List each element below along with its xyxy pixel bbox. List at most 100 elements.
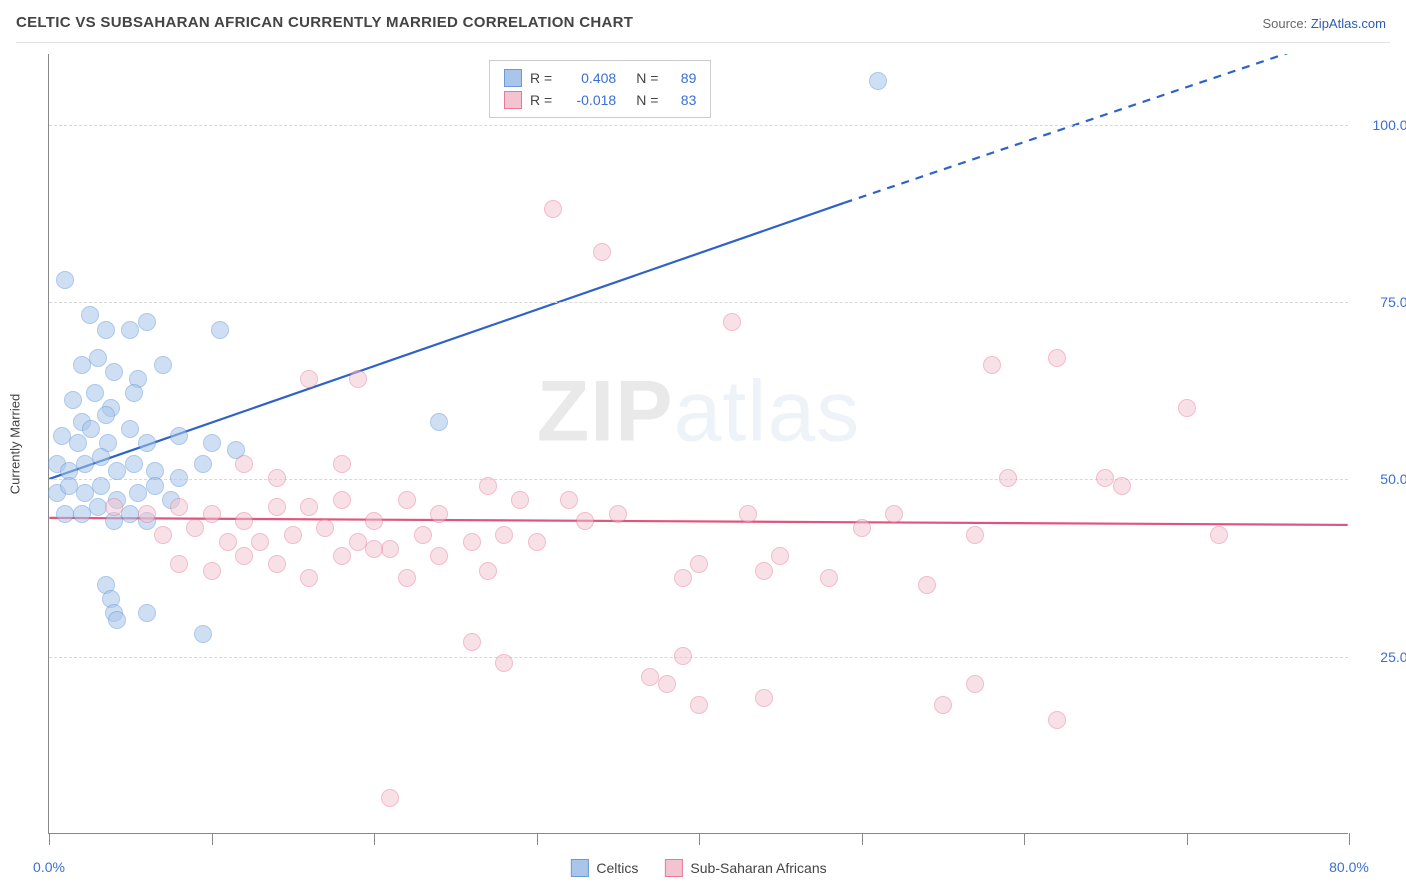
- data-point: [771, 547, 789, 565]
- series-legend: CelticsSub-Saharan Africans: [570, 859, 826, 877]
- legend-row: R =0.408N =89: [504, 67, 696, 89]
- data-point: [154, 356, 172, 374]
- data-point: [918, 576, 936, 594]
- data-point: [479, 477, 497, 495]
- x-tick: [1349, 833, 1350, 845]
- data-point: [966, 526, 984, 544]
- data-point: [194, 625, 212, 643]
- y-tick-label: 25.0%: [1356, 649, 1406, 665]
- data-point: [934, 696, 952, 714]
- legend-swatch: [570, 859, 588, 877]
- x-tick: [699, 833, 700, 845]
- x-tick: [49, 833, 50, 845]
- data-point: [219, 533, 237, 551]
- data-point: [146, 477, 164, 495]
- legend-n-value: 83: [666, 89, 696, 111]
- data-point: [97, 406, 115, 424]
- gridline-h: [49, 657, 1348, 658]
- series-name: Sub-Saharan Africans: [690, 860, 826, 876]
- legend-swatch: [664, 859, 682, 877]
- data-point: [203, 562, 221, 580]
- data-point: [170, 498, 188, 516]
- watermark-part2: atlas: [674, 364, 861, 460]
- data-point: [414, 526, 432, 544]
- legend-swatch: [504, 69, 522, 87]
- data-point: [138, 604, 156, 622]
- data-point: [853, 519, 871, 537]
- data-point: [170, 555, 188, 573]
- data-point: [495, 526, 513, 544]
- data-point: [138, 434, 156, 452]
- data-point: [463, 533, 481, 551]
- data-point: [609, 505, 627, 523]
- data-point: [235, 512, 253, 530]
- data-point: [463, 633, 481, 651]
- data-point: [1178, 399, 1196, 417]
- data-point: [138, 313, 156, 331]
- data-point: [235, 455, 253, 473]
- trend-lines: [49, 54, 1348, 833]
- data-point: [723, 313, 741, 331]
- data-point: [89, 349, 107, 367]
- data-point: [203, 505, 221, 523]
- data-point: [560, 491, 578, 509]
- data-point: [511, 491, 529, 509]
- data-point: [690, 555, 708, 573]
- data-point: [125, 455, 143, 473]
- data-point: [381, 540, 399, 558]
- data-point: [381, 789, 399, 807]
- source-prefix: Source:: [1262, 16, 1310, 31]
- data-point: [349, 370, 367, 388]
- data-point: [105, 498, 123, 516]
- data-point: [138, 505, 156, 523]
- source-attribution: Source: ZipAtlas.com: [1262, 16, 1386, 31]
- x-tick-label: 0.0%: [33, 859, 65, 875]
- data-point: [398, 569, 416, 587]
- data-point: [170, 469, 188, 487]
- correlation-legend: R =0.408N =89R =-0.018N =83: [489, 60, 711, 118]
- x-tick: [537, 833, 538, 845]
- data-point: [154, 526, 172, 544]
- legend-n-label: N =: [636, 89, 658, 111]
- data-point: [333, 547, 351, 565]
- data-point: [268, 469, 286, 487]
- data-point: [300, 370, 318, 388]
- x-tick: [374, 833, 375, 845]
- data-point: [105, 363, 123, 381]
- data-point: [170, 427, 188, 445]
- data-point: [300, 498, 318, 516]
- data-point: [81, 306, 99, 324]
- y-tick-label: 50.0%: [1356, 471, 1406, 487]
- legend-n-value: 89: [666, 67, 696, 89]
- data-point: [690, 696, 708, 714]
- gridline-h: [49, 125, 1348, 126]
- data-point: [658, 675, 676, 693]
- legend-row: R =-0.018N =83: [504, 89, 696, 111]
- source-link[interactable]: ZipAtlas.com: [1311, 16, 1386, 31]
- data-point: [56, 271, 74, 289]
- data-point: [86, 384, 104, 402]
- scatter-plot: Currently Married ZIPatlas 25.0%50.0%75.…: [48, 54, 1348, 834]
- data-point: [869, 72, 887, 90]
- x-tick: [862, 833, 863, 845]
- gridline-h: [49, 479, 1348, 480]
- data-point: [251, 533, 269, 551]
- legend-r-label: R =: [530, 89, 552, 111]
- data-point: [1113, 477, 1131, 495]
- chart-header: CELTIC VS SUBSAHARAN AFRICAN CURRENTLY M…: [16, 14, 1390, 43]
- data-point: [999, 469, 1017, 487]
- data-point: [544, 200, 562, 218]
- watermark-part1: ZIP: [537, 364, 674, 460]
- data-point: [365, 540, 383, 558]
- data-point: [97, 321, 115, 339]
- legend-r-label: R =: [530, 67, 552, 89]
- data-point: [430, 505, 448, 523]
- data-point: [1048, 349, 1066, 367]
- data-point: [121, 420, 139, 438]
- data-point: [430, 413, 448, 431]
- data-point: [316, 519, 334, 537]
- data-point: [1048, 711, 1066, 729]
- data-point: [300, 569, 318, 587]
- data-point: [82, 420, 100, 438]
- data-point: [674, 569, 692, 587]
